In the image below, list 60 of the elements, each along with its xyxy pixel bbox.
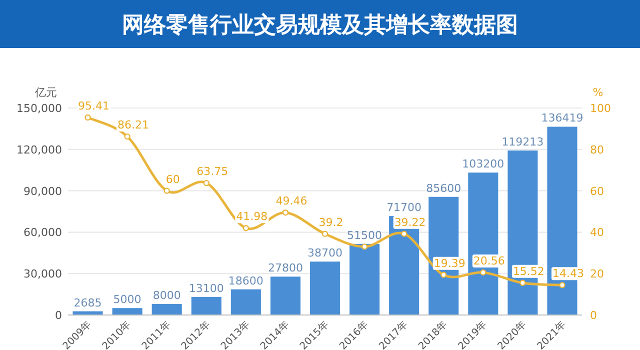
data-label: 13100 (188, 282, 224, 295)
data-label: 39.2 (318, 216, 344, 229)
data-label: 38700 (308, 246, 342, 260)
data-label: 51500 (347, 228, 382, 242)
y-tick-label: 90,000 (24, 184, 62, 198)
point (124, 133, 130, 140)
point (400, 230, 408, 237)
bar (152, 304, 182, 315)
data-label: 63.75 (196, 165, 228, 178)
data-label: 41.98 (236, 210, 268, 224)
y-tick-label: 60,000 (24, 226, 62, 240)
point (559, 282, 566, 288)
data-label: 20.56 (473, 254, 505, 268)
y-tick-label: 0 (55, 309, 62, 322)
y2-tick-label: 60 (590, 184, 604, 198)
bar (270, 276, 300, 315)
data-label: 86.21 (118, 118, 150, 132)
point (242, 225, 250, 232)
data-label: 14.43 (552, 267, 584, 280)
point (84, 114, 91, 121)
y2-tick-label: 100 (590, 102, 611, 115)
point (440, 272, 447, 278)
y2-tick-label: 0 (590, 309, 597, 322)
data-label: 5000 (113, 293, 142, 306)
point (480, 269, 486, 276)
bar (230, 289, 261, 315)
y2-axis-title: % (592, 86, 604, 99)
chart-title: 网络零售行业交易规模及其增长率数据图 (122, 12, 518, 38)
point (203, 180, 210, 186)
point (520, 280, 526, 286)
data-label: 85600 (426, 182, 462, 195)
data-label: 18600 (228, 274, 264, 288)
data-label: 95.41 (78, 100, 110, 112)
data-label: 136419 (541, 112, 584, 125)
data-label: 27800 (268, 262, 303, 275)
bar (191, 296, 222, 315)
y-tick-label: 150,000 (16, 102, 62, 115)
data-label: 49.46 (276, 194, 308, 208)
bar (350, 244, 380, 315)
data-label: 60 (166, 172, 180, 186)
data-label: 103200 (462, 158, 504, 171)
data-label: 8000 (152, 288, 181, 302)
data-label: 39.22 (394, 216, 426, 229)
data-label: 15.52 (512, 264, 544, 278)
bar (112, 308, 142, 315)
point (361, 244, 368, 250)
y2-tick-label: 20 (590, 268, 604, 281)
y-axis-title: 亿元 (34, 86, 57, 99)
y-tick-label: 30,000 (24, 268, 62, 281)
point (282, 210, 289, 216)
bar (310, 262, 340, 315)
data-label: 71700 (386, 201, 422, 214)
data-label: 119213 (502, 135, 544, 148)
y-tick-label: 120,000 (16, 143, 62, 156)
data-label: 19.39 (434, 256, 466, 270)
data-label: 2685 (74, 296, 102, 310)
point (164, 188, 170, 194)
y2-tick-label: 80 (590, 143, 604, 156)
y2-tick-label: 40 (590, 226, 604, 240)
point (322, 230, 328, 237)
